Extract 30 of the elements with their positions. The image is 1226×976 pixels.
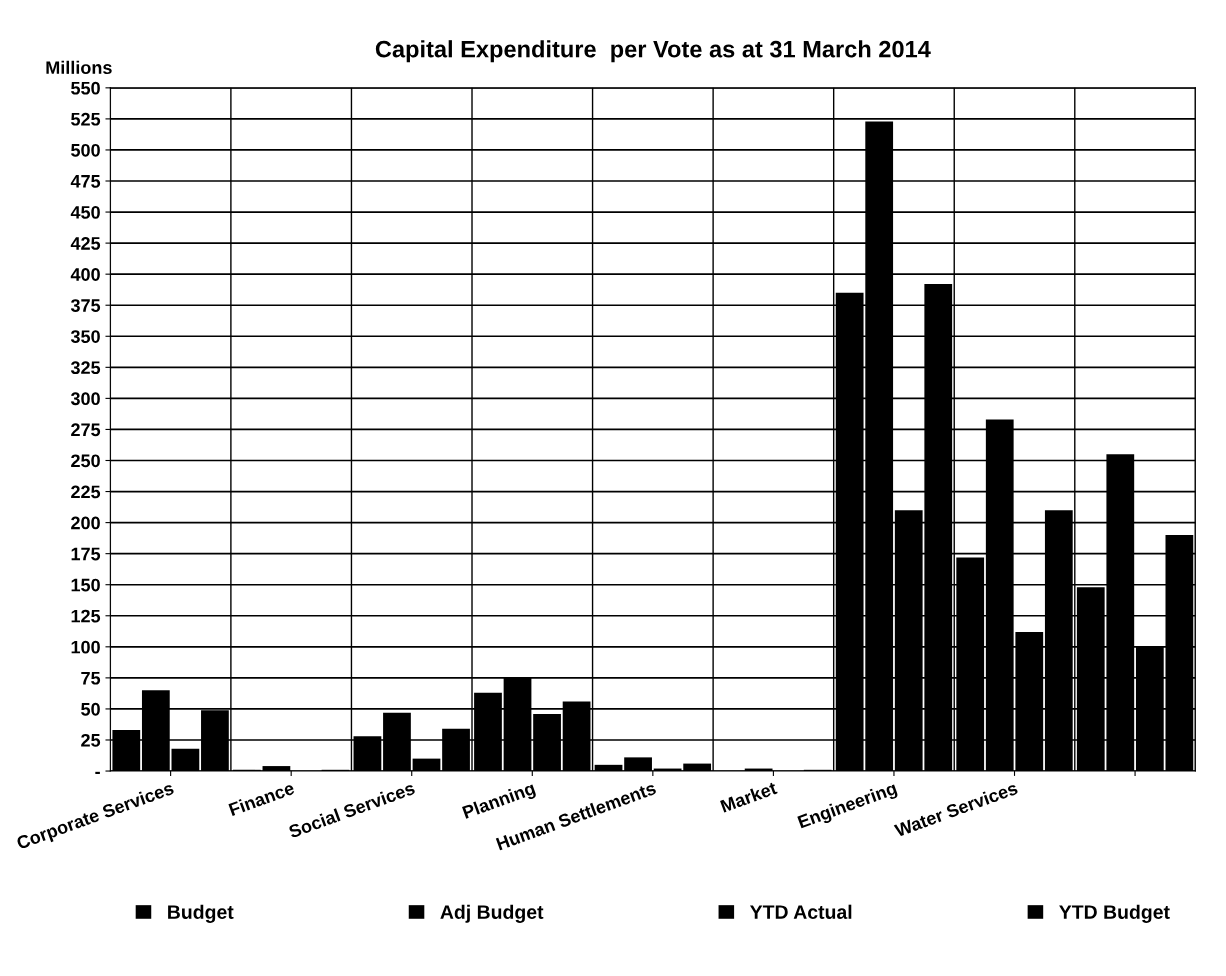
y-tick-label: 300 [70, 392, 100, 406]
y-tick-label: 100 [71, 640, 100, 654]
y-tick-label: 550 [71, 81, 100, 95]
legend-label: Adj Budget [440, 904, 544, 923]
y-tick-label: 400 [70, 268, 100, 281]
y-tick-label: 500 [71, 143, 100, 157]
chart-title: Capital Expenditure per Vote as at 31 March 2014 [375, 40, 931, 63]
y-tick-label: 350 [70, 330, 100, 344]
y-tick-label: 475 [70, 175, 101, 188]
y-tick-label: 75 [81, 672, 101, 685]
y-tick-label: 225 [71, 485, 101, 499]
y-tick-label: 275 [71, 423, 101, 437]
y-tick-label: - [95, 771, 100, 774]
y-tick-label: 325 [70, 361, 101, 375]
x-tick-label: Market [719, 780, 778, 813]
y-tick-label: 50 [81, 702, 100, 716]
legend-label: YTD Budget [1059, 904, 1170, 923]
y-tick-label: 525 [71, 112, 101, 126]
y-tick-label: 375 [70, 299, 101, 312]
y-tick-label: 425 [70, 237, 101, 250]
y-tick-label: 450 [70, 205, 100, 219]
y-tick-label: 200 [71, 516, 100, 530]
y-tick-label: 125 [71, 609, 101, 623]
legend-label: Budget [168, 904, 234, 923]
y-tick-label: 150 [71, 578, 100, 592]
y-tick-label: 250 [71, 454, 100, 468]
y-tick-label: 25 [81, 733, 101, 747]
legend-label: YTD Actual [749, 904, 852, 919]
y-tick-label: 175 [71, 547, 101, 561]
y-axis-title: Millions [46, 60, 112, 75]
